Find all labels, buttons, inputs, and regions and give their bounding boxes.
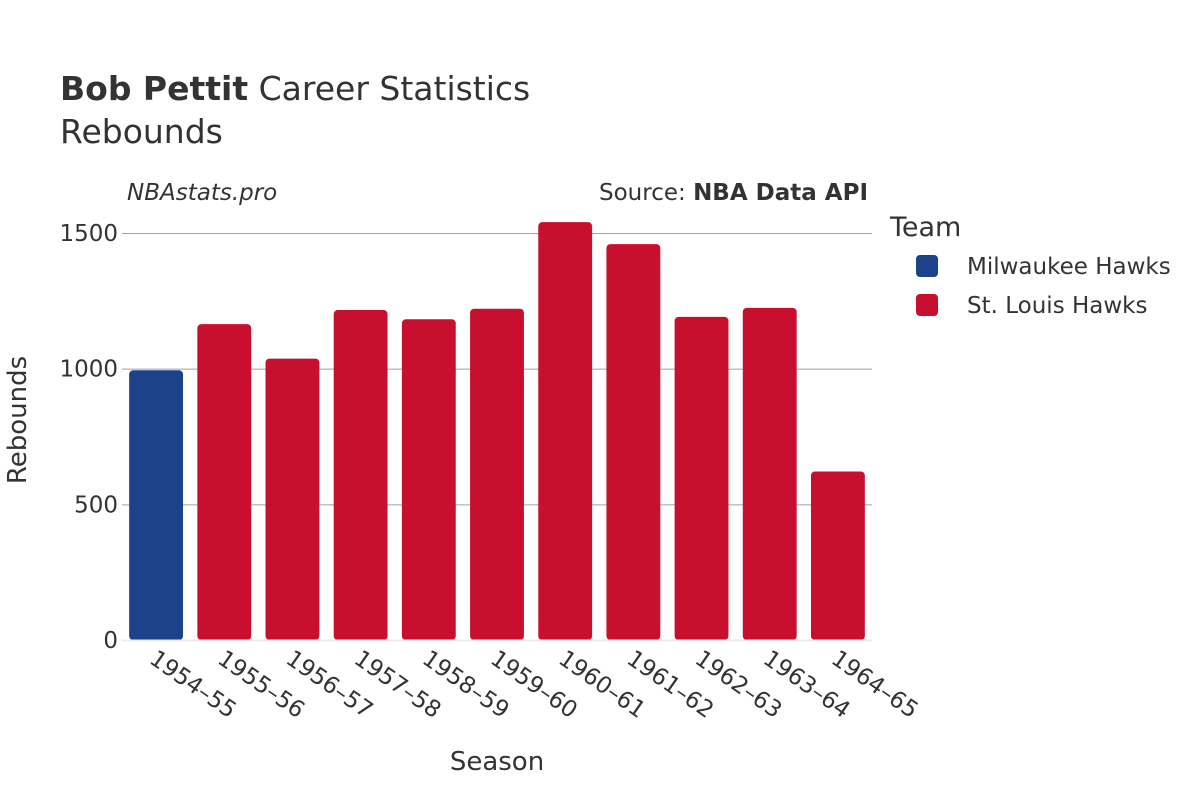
- legend: Team Milwaukee Hawks St. Louis Hawks: [889, 212, 1171, 319]
- watermark: NBAstats.pro: [127, 180, 277, 206]
- bar-1958–59: [401, 319, 456, 640]
- bar-1954–55: [129, 370, 184, 640]
- y-tick-label: 1000: [59, 357, 118, 383]
- title-rest: Career Statistics: [248, 69, 530, 108]
- y-tick-label: 500: [74, 492, 118, 518]
- legend-swatch: [916, 255, 938, 277]
- y-tick-label: 0: [103, 628, 118, 654]
- bar-1955–56: [197, 324, 252, 640]
- x-tick-labels: 1954–551955–561956–571957–581958–591959–…: [145, 646, 923, 724]
- bar-1963–64: [742, 307, 797, 640]
- bar-1957–58: [333, 310, 388, 640]
- y-axis-label: Rebounds: [3, 356, 33, 484]
- bar-1961–62: [606, 244, 661, 640]
- chart-title: Bob Pettit Career Statistics: [60, 69, 530, 108]
- bar-1962–63: [674, 316, 729, 640]
- legend-title: Team: [889, 212, 961, 243]
- y-tick-labels: 0 500 1000 1500: [59, 221, 118, 654]
- bars: [129, 222, 865, 640]
- bar-1956–57: [265, 358, 320, 640]
- legend-label: St. Louis Hawks: [967, 293, 1148, 319]
- source-prefix: Source:: [599, 180, 693, 206]
- bar-1960–61: [538, 222, 593, 640]
- title-player: Bob Pettit: [60, 69, 248, 108]
- source-credit: Source: NBA Data API: [599, 180, 868, 206]
- bar-1959–60: [470, 308, 524, 640]
- x-axis-label: Season: [450, 747, 544, 777]
- y-tick-label: 1500: [59, 221, 118, 247]
- source-name: NBA Data API: [693, 180, 868, 206]
- bar-1964–65: [810, 471, 865, 640]
- chart-subtitle: Rebounds: [60, 112, 223, 151]
- legend-swatch: [916, 294, 938, 316]
- legend-label: Milwaukee Hawks: [967, 254, 1171, 280]
